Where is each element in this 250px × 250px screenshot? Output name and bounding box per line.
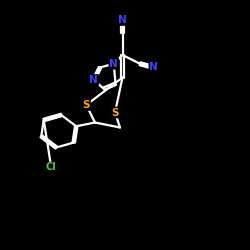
Text: N: N: [150, 62, 158, 72]
Text: N: N: [90, 75, 98, 85]
Text: S: S: [111, 108, 119, 118]
Text: S: S: [82, 100, 90, 110]
Text: Cl: Cl: [46, 162, 56, 172]
Text: N: N: [118, 15, 127, 25]
Text: N: N: [110, 59, 118, 69]
